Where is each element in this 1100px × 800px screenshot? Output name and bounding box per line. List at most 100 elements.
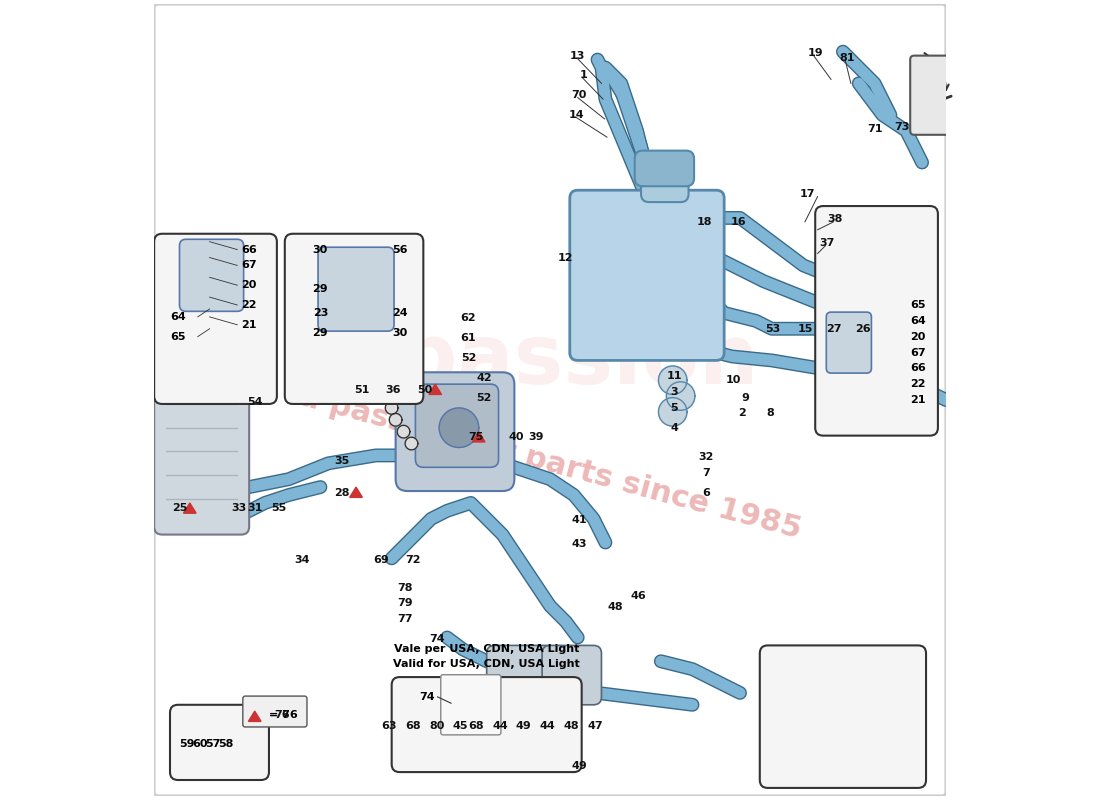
Text: 12: 12 xyxy=(558,253,573,262)
Text: 11: 11 xyxy=(667,371,682,382)
FancyBboxPatch shape xyxy=(154,353,250,534)
Text: Valid for USA, CDN, USA Light: Valid for USA, CDN, USA Light xyxy=(394,658,580,669)
Text: 8: 8 xyxy=(767,409,774,418)
FancyBboxPatch shape xyxy=(542,646,602,705)
Text: 65: 65 xyxy=(911,300,926,310)
Text: 78: 78 xyxy=(397,582,412,593)
Text: 31: 31 xyxy=(248,503,263,514)
FancyBboxPatch shape xyxy=(170,705,270,780)
Text: 4: 4 xyxy=(670,422,679,433)
FancyBboxPatch shape xyxy=(243,696,307,727)
Polygon shape xyxy=(397,426,410,438)
Text: 36: 36 xyxy=(385,385,402,394)
Text: 22: 22 xyxy=(911,379,926,389)
Text: 10: 10 xyxy=(726,375,741,386)
Text: 74: 74 xyxy=(419,692,436,702)
Polygon shape xyxy=(249,711,261,722)
Text: 21: 21 xyxy=(241,320,257,330)
Text: 34: 34 xyxy=(295,555,310,565)
Text: 50: 50 xyxy=(417,385,432,394)
FancyBboxPatch shape xyxy=(815,206,938,436)
Polygon shape xyxy=(184,503,196,514)
FancyBboxPatch shape xyxy=(416,384,498,467)
Text: 80: 80 xyxy=(429,721,444,731)
Polygon shape xyxy=(350,487,362,498)
Text: 51: 51 xyxy=(354,385,370,394)
Polygon shape xyxy=(278,709,292,719)
Text: 44: 44 xyxy=(493,721,508,731)
Text: 29: 29 xyxy=(312,328,328,338)
Text: 66: 66 xyxy=(911,363,926,374)
Text: 49: 49 xyxy=(516,721,531,731)
Text: 47: 47 xyxy=(587,721,603,731)
Text: 69: 69 xyxy=(374,555,389,565)
Text: 29: 29 xyxy=(312,284,328,294)
Text: 57: 57 xyxy=(205,739,220,750)
Text: 58: 58 xyxy=(218,739,233,750)
Text: 30: 30 xyxy=(392,328,407,338)
Text: 24: 24 xyxy=(392,308,407,318)
FancyBboxPatch shape xyxy=(910,56,961,134)
Text: 61: 61 xyxy=(461,334,476,343)
Text: 56: 56 xyxy=(392,245,407,254)
Text: 26: 26 xyxy=(855,324,870,334)
Polygon shape xyxy=(385,402,398,414)
Text: 41: 41 xyxy=(572,515,587,526)
Text: 62: 62 xyxy=(461,314,476,323)
Text: 38: 38 xyxy=(827,214,843,225)
Text: 46: 46 xyxy=(630,590,647,601)
Text: 63: 63 xyxy=(382,721,397,731)
FancyBboxPatch shape xyxy=(392,677,582,772)
FancyBboxPatch shape xyxy=(396,372,515,491)
Text: 60: 60 xyxy=(192,739,208,750)
Text: 53: 53 xyxy=(766,324,781,334)
Text: 32: 32 xyxy=(698,452,714,462)
Text: 44: 44 xyxy=(540,721,556,731)
Text: 45: 45 xyxy=(453,721,469,731)
Text: = 76: = 76 xyxy=(270,710,298,720)
Text: 5: 5 xyxy=(671,403,678,413)
Polygon shape xyxy=(472,432,485,442)
Text: 48: 48 xyxy=(563,721,580,731)
Text: 14: 14 xyxy=(569,110,585,120)
Text: 64: 64 xyxy=(911,316,926,326)
Text: 67: 67 xyxy=(241,261,257,270)
Text: epassion: epassion xyxy=(341,320,759,401)
Text: 1: 1 xyxy=(580,70,587,81)
Text: 9: 9 xyxy=(741,393,749,402)
Text: 81: 81 xyxy=(839,53,855,63)
Text: 42: 42 xyxy=(476,373,492,383)
Polygon shape xyxy=(389,414,402,426)
Text: 21: 21 xyxy=(911,395,926,405)
Text: 27: 27 xyxy=(826,324,842,334)
Text: 28: 28 xyxy=(334,488,350,498)
Text: Vale per USA, CDN, USA Light: Vale per USA, CDN, USA Light xyxy=(394,644,580,654)
FancyBboxPatch shape xyxy=(641,154,689,202)
Text: 2: 2 xyxy=(738,409,746,418)
Text: 68: 68 xyxy=(405,721,421,731)
Text: 77: 77 xyxy=(397,614,412,624)
FancyBboxPatch shape xyxy=(486,646,554,705)
FancyBboxPatch shape xyxy=(760,646,926,788)
Text: 20: 20 xyxy=(911,332,926,342)
Text: 59: 59 xyxy=(179,739,195,750)
Text: 75: 75 xyxy=(469,432,484,442)
Text: 3: 3 xyxy=(671,387,678,397)
Polygon shape xyxy=(429,384,441,394)
Text: 23: 23 xyxy=(312,308,328,318)
Text: 79: 79 xyxy=(397,598,412,609)
Text: 55: 55 xyxy=(271,503,286,514)
Text: 33: 33 xyxy=(231,503,246,514)
Text: 6: 6 xyxy=(702,488,710,498)
Text: 67: 67 xyxy=(911,347,926,358)
Text: 48: 48 xyxy=(607,602,623,613)
Text: 25: 25 xyxy=(172,503,187,514)
Text: 73: 73 xyxy=(894,122,910,132)
Text: a passion for parts since 1985: a passion for parts since 1985 xyxy=(296,382,804,545)
Text: 43: 43 xyxy=(572,539,587,549)
Text: 16: 16 xyxy=(730,217,746,227)
Text: 40: 40 xyxy=(508,432,524,442)
Text: 7: 7 xyxy=(702,468,710,478)
Polygon shape xyxy=(659,398,688,426)
Text: 17: 17 xyxy=(800,189,815,199)
